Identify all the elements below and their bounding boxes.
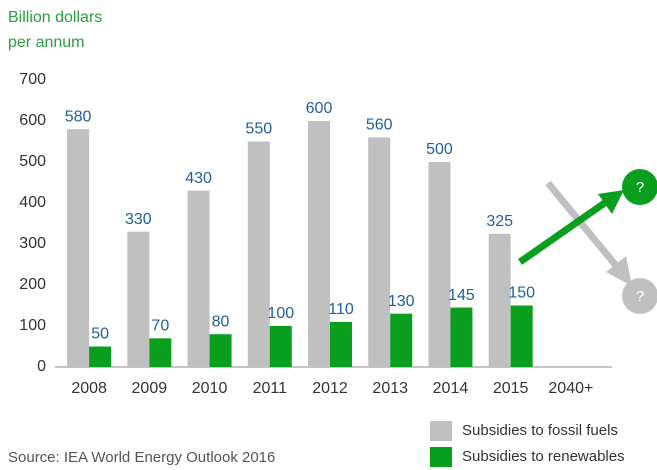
bar <box>127 231 150 367</box>
value-label: 100 <box>267 305 294 322</box>
value-label: 430 <box>185 170 212 187</box>
bar <box>368 137 391 367</box>
annotation: ? <box>636 179 644 196</box>
value-label: 110 <box>328 301 354 318</box>
bar <box>330 321 352 367</box>
outcome-circle <box>622 278 657 314</box>
value-label: 130 <box>388 293 415 310</box>
y-tick-label: 400 <box>19 194 46 211</box>
x-tick-label: 2040+ <box>548 380 593 397</box>
x-tick-label: 2012 <box>312 380 348 397</box>
arrow-up <box>517 199 609 265</box>
x-tick-label: 2014 <box>433 380 469 397</box>
bar <box>149 338 172 367</box>
y-tick-label: 100 <box>19 317 46 334</box>
bar <box>510 305 533 367</box>
legend-label: Subsidies to fossil fuels <box>462 422 618 439</box>
chart-title: per annum <box>8 34 85 51</box>
y-tick-label: 700 <box>19 71 46 88</box>
x-tick-label: 2009 <box>132 380 168 397</box>
value-label: 560 <box>366 117 393 134</box>
chart-title: Billion dollars <box>8 9 102 26</box>
value-label: 500 <box>426 141 453 158</box>
value-label: 325 <box>486 213 513 230</box>
bar <box>209 334 232 367</box>
arrow-down <box>545 180 621 271</box>
bar <box>269 326 292 367</box>
x-tick-label: 2013 <box>372 380 408 397</box>
value-label: 580 <box>65 108 92 125</box>
y-tick-label: 300 <box>19 235 46 252</box>
legend-label: Subsidies to renewables <box>462 448 625 465</box>
bar <box>390 313 413 367</box>
source-note: Source: IEA World Energy Outlook 2016 <box>8 449 275 466</box>
value-label: 50 <box>91 326 109 343</box>
bar <box>450 307 473 367</box>
arrow-head <box>606 256 632 286</box>
y-tick-label: 0 <box>37 358 46 375</box>
bar <box>488 233 511 367</box>
trend-arrows: ? ? <box>517 169 657 314</box>
value-label: 550 <box>245 121 272 138</box>
outcome-circle <box>622 169 657 205</box>
bar <box>67 129 90 367</box>
value-label: 330 <box>125 211 152 228</box>
y-tick-label: 200 <box>19 276 46 293</box>
y-tick-label: 600 <box>19 112 46 129</box>
bar <box>247 141 270 367</box>
arrow-head <box>598 190 624 214</box>
legend-swatch <box>430 421 452 441</box>
value-label: 150 <box>508 285 535 302</box>
value-label: 70 <box>151 318 169 335</box>
bar <box>89 346 112 367</box>
value-label: 80 <box>212 313 230 330</box>
x-tick-label: 2010 <box>192 380 228 397</box>
x-tick-label: 2008 <box>71 380 107 397</box>
bar <box>187 190 210 367</box>
bar <box>308 121 330 367</box>
x-tick-label: 2015 <box>493 380 529 397</box>
bar <box>428 162 451 367</box>
value-label: 600 <box>306 100 333 117</box>
legend-swatch <box>430 447 452 467</box>
annotation: ? <box>636 288 644 305</box>
x-tick-label: 2011 <box>253 380 288 397</box>
value-label: 145 <box>448 287 475 304</box>
y-tick-label: 500 <box>19 153 46 170</box>
